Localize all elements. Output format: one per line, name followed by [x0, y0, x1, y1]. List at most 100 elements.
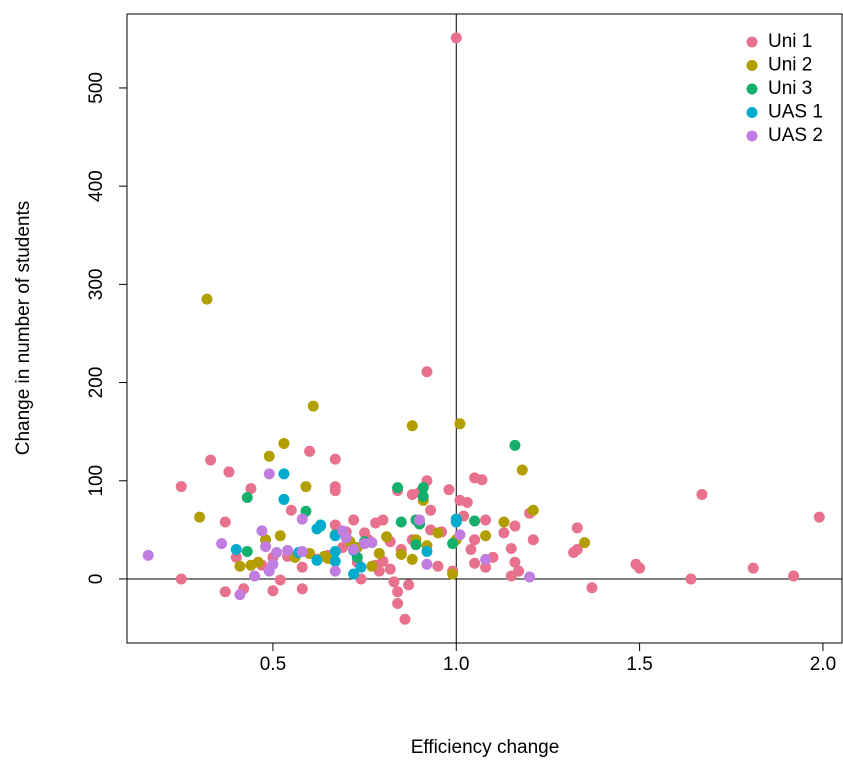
point	[571, 544, 583, 556]
point	[252, 556, 264, 568]
point	[223, 466, 235, 478]
legend-marker	[746, 83, 758, 95]
point	[469, 557, 481, 569]
point	[524, 571, 536, 583]
point	[296, 561, 308, 573]
point	[527, 504, 539, 516]
point	[296, 583, 308, 595]
point	[421, 366, 433, 378]
x-tick-label: 1.0	[443, 654, 469, 675]
point	[263, 468, 275, 480]
y-tick-label: 400	[86, 170, 107, 202]
point	[696, 489, 708, 501]
point	[505, 543, 517, 555]
point	[348, 544, 360, 556]
point	[498, 516, 510, 528]
point	[432, 560, 444, 572]
point	[469, 515, 481, 527]
point	[201, 293, 213, 305]
point	[509, 520, 521, 532]
point	[498, 527, 510, 539]
point	[476, 474, 488, 486]
point	[388, 576, 400, 588]
point	[329, 545, 341, 557]
point	[230, 544, 242, 556]
point	[329, 565, 341, 577]
point	[263, 565, 275, 577]
point	[395, 548, 407, 560]
point	[377, 514, 389, 526]
point	[348, 568, 360, 580]
point	[205, 454, 217, 466]
legend-label: Uni 2	[768, 55, 812, 76]
point	[480, 530, 492, 542]
x-tick-label: 1.5	[626, 654, 652, 675]
point	[307, 400, 319, 412]
point	[425, 504, 437, 516]
point	[278, 437, 290, 449]
y-tick-label: 500	[86, 72, 107, 104]
point	[219, 516, 231, 528]
point	[747, 562, 759, 574]
legend-label: Uni 1	[768, 31, 812, 52]
point	[285, 504, 297, 516]
point	[443, 484, 455, 496]
point	[340, 532, 352, 544]
point	[461, 496, 473, 508]
point	[480, 553, 492, 565]
point	[447, 568, 459, 580]
legend-label: Uni 3	[768, 78, 812, 99]
point	[454, 529, 466, 541]
point	[315, 519, 327, 531]
point	[274, 574, 286, 586]
point	[175, 573, 187, 585]
point	[421, 558, 433, 570]
point	[469, 534, 481, 546]
y-tick-label: 200	[86, 367, 107, 399]
point	[194, 511, 206, 523]
point	[373, 547, 385, 559]
y-tick-label: 300	[86, 269, 107, 301]
point	[278, 493, 290, 505]
point	[245, 483, 257, 495]
point	[381, 531, 393, 543]
point	[384, 563, 396, 575]
legend-marker	[746, 60, 758, 71]
point	[410, 539, 422, 551]
point	[304, 445, 316, 457]
point	[788, 570, 800, 582]
point	[414, 514, 426, 526]
point	[249, 570, 261, 582]
point	[571, 522, 583, 534]
legend-label: UAS 1	[768, 102, 823, 123]
point	[465, 544, 477, 556]
point	[579, 537, 591, 549]
x-tick-label: 2.0	[810, 654, 836, 675]
point	[527, 534, 539, 546]
point	[417, 482, 429, 494]
point	[516, 464, 528, 476]
y-tick-label: 100	[86, 465, 107, 497]
point	[267, 585, 279, 597]
point	[406, 420, 418, 432]
point	[329, 555, 341, 567]
point	[480, 561, 492, 573]
point	[241, 491, 253, 503]
point	[813, 511, 825, 523]
point	[399, 613, 411, 625]
point	[311, 554, 323, 566]
point	[216, 538, 228, 550]
point	[395, 516, 407, 528]
point	[392, 482, 404, 494]
point	[417, 490, 429, 502]
point	[480, 514, 492, 526]
point	[450, 32, 462, 44]
point	[263, 450, 275, 462]
point	[366, 560, 378, 572]
legend-marker	[746, 130, 758, 142]
point	[432, 527, 444, 539]
point	[685, 573, 697, 585]
point	[392, 586, 404, 598]
point	[509, 439, 521, 451]
